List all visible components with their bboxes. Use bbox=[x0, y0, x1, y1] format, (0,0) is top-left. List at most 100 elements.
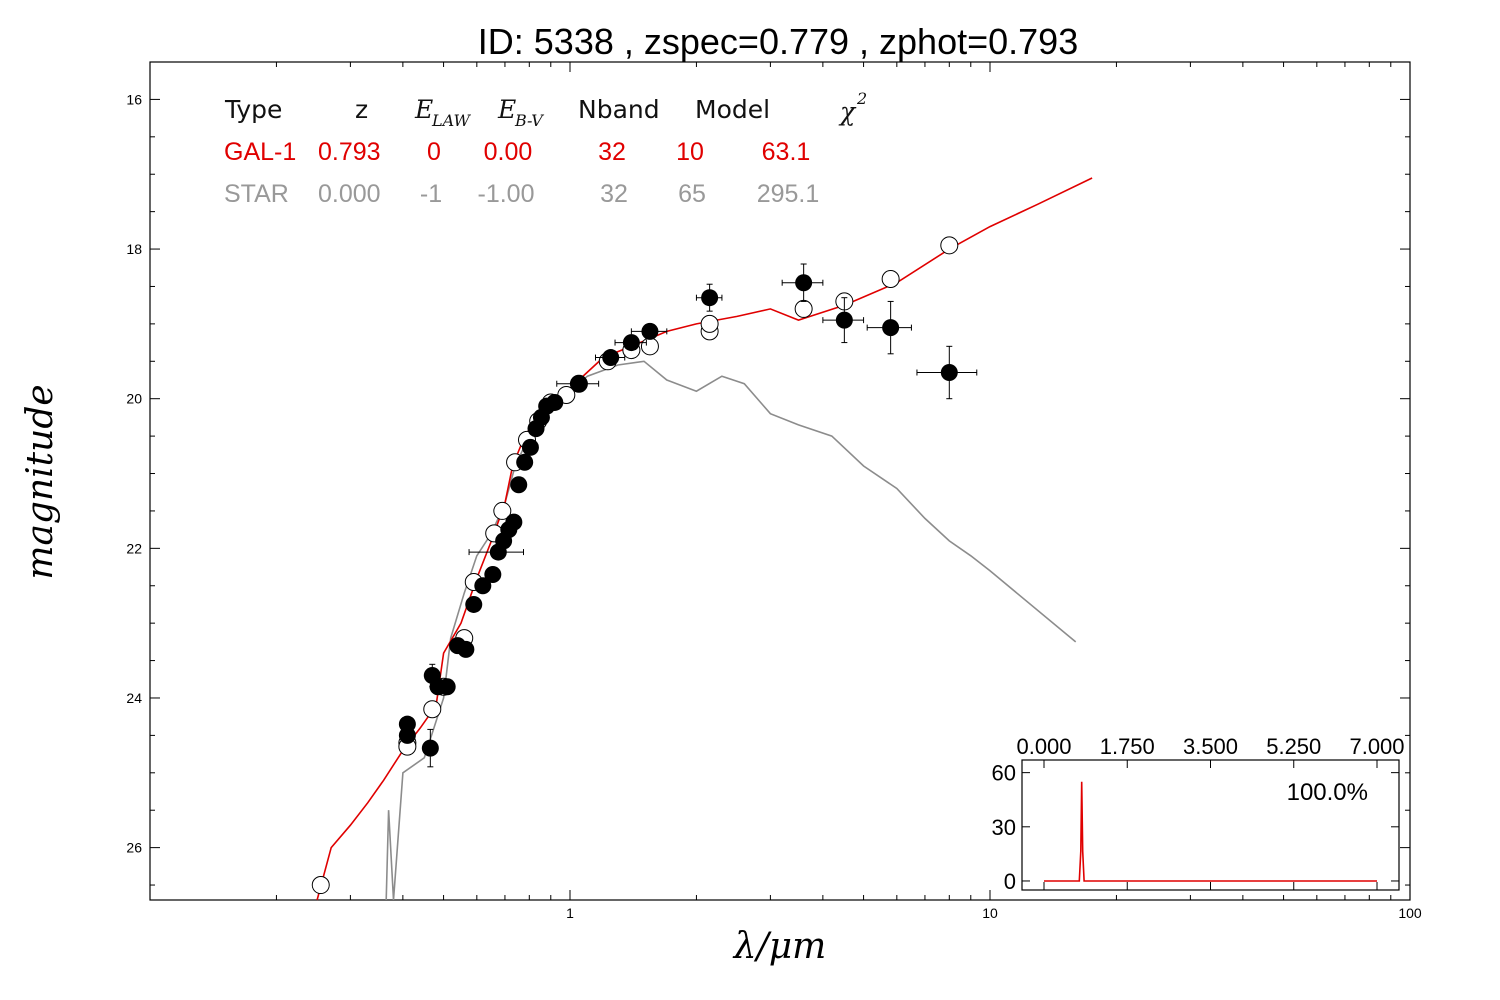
observed-marker bbox=[835, 311, 853, 329]
y-tick-label: 24 bbox=[126, 690, 142, 706]
inset-y-tick-label: 30 bbox=[992, 815, 1016, 840]
row-gal-nband: 32 bbox=[598, 138, 626, 166]
row-star-nband: 32 bbox=[600, 180, 628, 208]
observed-point bbox=[521, 438, 539, 456]
observed-point bbox=[546, 393, 564, 411]
model-point bbox=[311, 876, 330, 895]
header-elaw-sub: LAW bbox=[431, 111, 472, 130]
observed-point bbox=[614, 334, 647, 352]
inset-y-tick-label: 0 bbox=[1004, 869, 1016, 894]
star-model-line bbox=[385, 360, 1077, 901]
header-type: Type bbox=[224, 95, 282, 124]
results-table: Type z E LAW E B-V Nband Model χ 2 GAL-1… bbox=[224, 89, 867, 208]
observed-point bbox=[781, 263, 824, 302]
observed-marker bbox=[484, 566, 502, 584]
galaxy-model-line bbox=[316, 177, 1093, 901]
header-nband: Nband bbox=[578, 95, 660, 124]
main-plot-frame bbox=[149, 61, 1411, 901]
observed-point bbox=[398, 726, 416, 744]
observed-point bbox=[465, 595, 483, 613]
row-star-type: STAR bbox=[224, 180, 289, 208]
observed-marker bbox=[521, 438, 539, 456]
row-star-z: 0.000 bbox=[318, 180, 381, 208]
figure-title: ID: 5338 , zspec=0.779 , zphot=0.793 bbox=[478, 21, 1078, 62]
inset-axis-ticks: 0.000 1.750 3.500 5.250 7.000 0 30 60 bbox=[992, 734, 1405, 894]
main-axis-ticks: 1 10 100 16 18 20 22 24 26 bbox=[126, 61, 1422, 921]
observed-point bbox=[516, 453, 534, 471]
observed-marker bbox=[546, 393, 564, 411]
inset-x-tick-label: 5.250 bbox=[1266, 734, 1321, 759]
observed-marker bbox=[940, 364, 958, 382]
observed-marker bbox=[795, 274, 813, 292]
header-z: z bbox=[355, 95, 368, 124]
header-model: Model bbox=[695, 95, 770, 124]
observed-marker bbox=[438, 678, 456, 696]
x-tick-label: 100 bbox=[1398, 905, 1422, 921]
row-star-chi2: 295.1 bbox=[757, 180, 820, 208]
model-point bbox=[423, 700, 442, 719]
row-gal-chi2: 63.1 bbox=[762, 138, 811, 166]
model-point bbox=[940, 236, 959, 255]
observed-marker bbox=[602, 349, 620, 367]
row-star-elaw: -1 bbox=[420, 180, 442, 208]
observed-point bbox=[630, 322, 668, 340]
observed-point bbox=[468, 543, 525, 561]
model-point bbox=[794, 299, 813, 318]
observed-marker bbox=[516, 453, 534, 471]
inset-x-tick-label: 1.750 bbox=[1100, 734, 1155, 759]
y-tick-label: 18 bbox=[126, 241, 142, 257]
observed-point bbox=[822, 297, 865, 344]
header-ebv-sub: B-V bbox=[514, 111, 544, 130]
row-star-model: 65 bbox=[678, 180, 706, 208]
observed-photometry-layer bbox=[398, 263, 978, 768]
observed-marker bbox=[622, 334, 640, 352]
model-point bbox=[640, 337, 659, 356]
inset-pdz-layer bbox=[1044, 781, 1377, 882]
observed-marker bbox=[398, 726, 416, 744]
y-axis-label: magnitude bbox=[20, 384, 61, 579]
model-point bbox=[493, 501, 512, 520]
row-gal-z: 0.793 bbox=[318, 138, 381, 166]
observed-marker bbox=[510, 476, 528, 494]
inset-y-tick-label: 60 bbox=[992, 761, 1016, 786]
inset-percentage: 100.0% bbox=[1287, 779, 1368, 806]
row-gal: GAL-1 0.793 0 0.00 32 10 63.1 bbox=[224, 138, 810, 166]
y-tick-label: 20 bbox=[126, 391, 142, 407]
observed-point bbox=[438, 678, 456, 696]
observed-point bbox=[484, 566, 502, 584]
observed-marker bbox=[505, 513, 523, 531]
x-axis-label: λ/μm bbox=[732, 926, 826, 967]
observed-point bbox=[866, 300, 912, 355]
observed-point bbox=[594, 349, 626, 367]
inset-pdz-curve bbox=[1044, 781, 1377, 882]
observed-point bbox=[457, 640, 475, 658]
observed-marker bbox=[701, 289, 719, 307]
observed-marker bbox=[421, 739, 439, 757]
row-star: STAR 0.000 -1 -1.00 32 65 295.1 bbox=[224, 180, 819, 208]
model-point bbox=[700, 314, 719, 333]
pdz-inset: 0.000 1.750 3.500 5.250 7.000 0 30 60 100.0% bbox=[992, 734, 1405, 894]
header-elaw: E bbox=[414, 95, 433, 124]
x-tick-label: 10 bbox=[982, 905, 998, 921]
header-chi: χ bbox=[838, 97, 857, 126]
inset-x-tick-label: 0.000 bbox=[1016, 734, 1071, 759]
observed-point bbox=[505, 513, 523, 531]
x-tick-label: 1 bbox=[566, 905, 574, 921]
inset-x-tick-label: 3.500 bbox=[1183, 734, 1238, 759]
observed-point bbox=[474, 577, 492, 595]
observed-point bbox=[916, 345, 978, 400]
observed-marker bbox=[457, 640, 475, 658]
observed-point bbox=[421, 728, 439, 768]
row-star-ebv: -1.00 bbox=[478, 180, 535, 208]
row-gal-elaw: 0 bbox=[427, 138, 441, 166]
observed-marker bbox=[641, 322, 659, 340]
row-gal-ebv: 0.00 bbox=[484, 138, 533, 166]
y-tick-label: 16 bbox=[126, 91, 142, 107]
observed-point bbox=[556, 375, 600, 393]
y-tick-label: 22 bbox=[126, 540, 142, 556]
observed-marker bbox=[882, 319, 900, 337]
y-tick-label: 26 bbox=[126, 840, 142, 856]
model-point bbox=[881, 269, 900, 288]
observed-marker bbox=[474, 577, 492, 595]
